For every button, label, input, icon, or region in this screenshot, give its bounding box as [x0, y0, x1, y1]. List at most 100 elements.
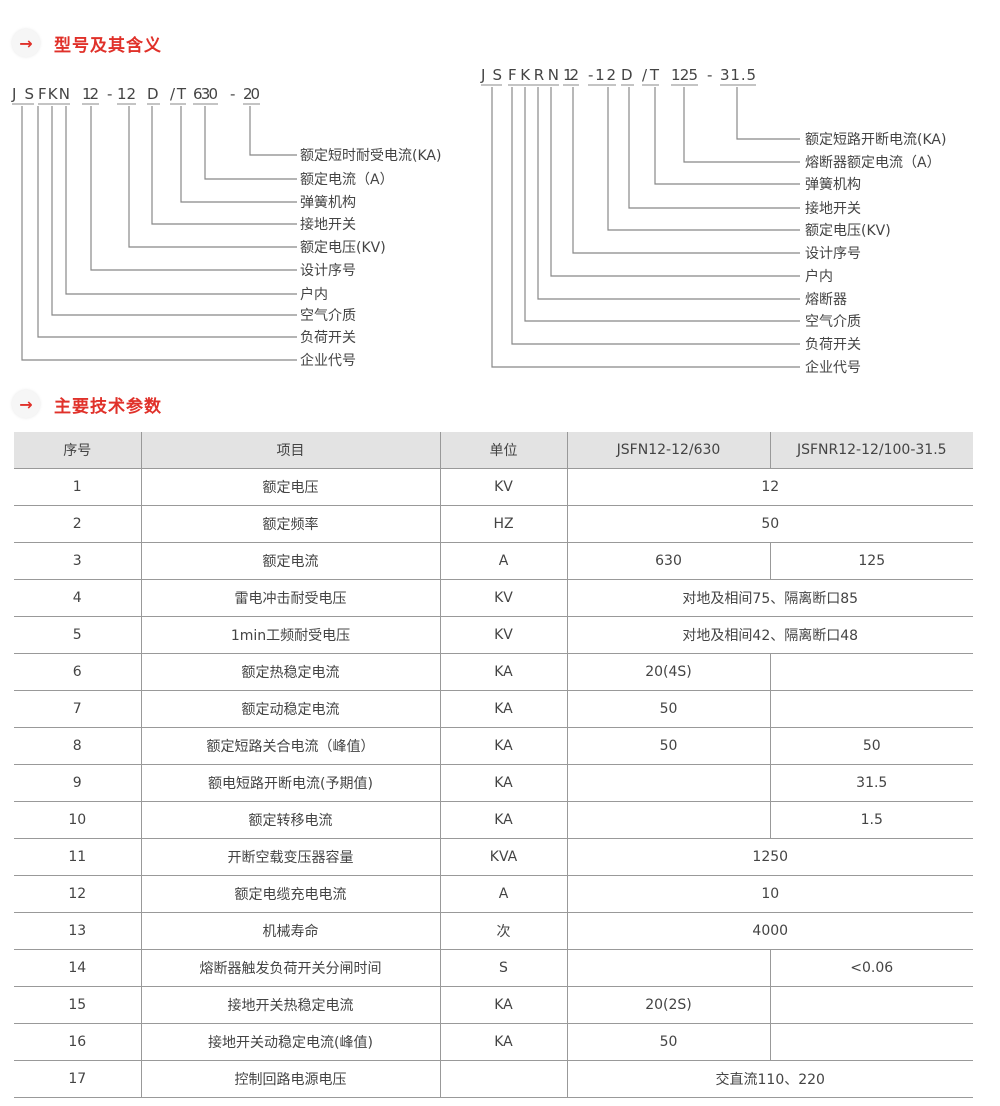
item-name: 额定短路关合电流（峰值） [140, 727, 441, 765]
table-header-row: 序号 项目 单位 JSFN12-12/630 JSFNR12-12/100-31.5 [14, 432, 973, 469]
value-jsfnr: 31.5 [769, 764, 973, 802]
table-row: 16 接地开关动稳定电流(峰值) KA 50 [14, 1023, 973, 1061]
value-shared: 10 [566, 875, 973, 913]
section-title: 主要技术参数 [54, 396, 162, 417]
section-title: 型号及其含义 [54, 35, 162, 56]
value-jsfn: 20(4S) [566, 653, 771, 691]
leader-line [249, 106, 297, 156]
table-row: 5 1min工频耐受电压 KV 对地及相间42、隔离断口48 [14, 616, 973, 654]
column-header: JSFN12-12/630 [566, 432, 771, 469]
value-shared: 1250 [566, 838, 973, 876]
unit: 次 [439, 912, 568, 950]
model-code-segment: 12 [117, 85, 136, 103]
unit: KA [439, 690, 568, 728]
unit: KA [439, 986, 568, 1024]
table-row: 10 额定转移电流 KA 1.5 [14, 801, 973, 839]
unit: KV [439, 579, 568, 617]
item-name: 额电短路开断电流(予期值) [140, 764, 441, 802]
model-code-segment: 12 [82, 85, 99, 103]
leader-line [607, 87, 800, 231]
table-row: 12 额定电缆充电电流 A 10 [14, 875, 973, 913]
unit: A [439, 542, 568, 580]
designation-label: 设计序号 [300, 263, 356, 279]
model-code-segment: JS [11, 85, 34, 103]
value-jsfnr: 125 [769, 542, 973, 580]
model-code-segment: FKRN [508, 66, 559, 84]
item-name: 额定转移电流 [140, 801, 441, 839]
item-name: 额定动稳定电流 [140, 690, 441, 728]
row-number: 17 [14, 1060, 142, 1098]
row-number: 14 [14, 949, 142, 987]
unit: KVA [439, 838, 568, 876]
leader-line [572, 87, 800, 254]
value-shared: 对地及相间75、隔离断口85 [566, 579, 973, 617]
row-number: 13 [14, 912, 142, 950]
value-jsfn: 50 [566, 690, 771, 728]
designation-label: 企业代号 [805, 359, 861, 376]
value-jsfnr: 1.5 [769, 801, 973, 839]
leader-line [51, 106, 297, 316]
designation-label: 负荷开关 [300, 330, 356, 346]
leader-line [511, 87, 800, 345]
unit: KA [439, 801, 568, 839]
value-shared: 12 [566, 468, 973, 506]
designation-label: 空气介质 [300, 308, 356, 324]
arrow-right-icon: → [12, 390, 40, 418]
unit [439, 1060, 568, 1098]
section-heading-specs: → 主要技术参数 [12, 389, 162, 419]
column-header: JSFNR12-12/100-31.5 [769, 432, 973, 469]
row-number: 10 [14, 801, 142, 839]
value-jsfn [566, 764, 771, 802]
table-row: 7 额定动稳定电流 KA 50 [14, 690, 973, 728]
leader-line [550, 87, 800, 277]
designation-label: 户内 [300, 286, 328, 303]
value-jsfnr [769, 1023, 973, 1061]
designation-label: 空气介质 [805, 314, 861, 330]
leader-line [654, 87, 800, 185]
leader-line [65, 106, 297, 295]
table-row: 11 开断空载变压器容量 KVA 1250 [14, 838, 973, 876]
model-code-segment: JS [480, 66, 502, 84]
unit: S [439, 949, 568, 987]
designation-label: 负荷开关 [805, 337, 861, 353]
row-number: 3 [14, 542, 142, 580]
designation-label: 熔断器额定电流（A） [805, 155, 941, 171]
leader-line [90, 106, 297, 271]
designation-label: 企业代号 [300, 352, 356, 369]
unit: KA [439, 1023, 568, 1061]
column-header: 单位 [439, 432, 568, 469]
table-row: 17 控制回路电源电压 交直流110、220 [14, 1060, 973, 1098]
leader-line [736, 87, 800, 140]
row-number: 9 [14, 764, 142, 802]
leader-line [180, 106, 297, 203]
model-code-segment: /T [642, 66, 660, 84]
item-name: 接地开关热稳定电流 [140, 986, 441, 1024]
unit: KV [439, 616, 568, 654]
leader-line [524, 87, 800, 322]
model-code-segment: /T [170, 85, 187, 103]
value-jsfn: 630 [566, 542, 771, 580]
item-name: 1min工频耐受电压 [140, 616, 441, 654]
designation-label: 设计序号 [805, 246, 861, 262]
model-designation-diagrams: JS FKN 12-12 D/T 630-20额定短时耐受电流(KA)额定电流（A）弹簧… [11, 66, 946, 376]
model-code-segment: 630 [193, 85, 218, 103]
model-code-segment: 31.5 [720, 66, 756, 84]
item-name: 额定电流 [140, 542, 441, 580]
item-name: 控制回路电源电压 [140, 1060, 441, 1098]
value-shared: 4000 [566, 912, 973, 950]
unit: KV [439, 468, 568, 506]
table-row: 9 额电短路开断电流(予期值) KA 31.5 [14, 764, 973, 802]
designation-label: 额定短时耐受电流(KA) [300, 148, 441, 164]
row-number: 12 [14, 875, 142, 913]
leader-line [491, 87, 800, 368]
item-name: 额定热稳定电流 [140, 653, 441, 691]
item-name: 开断空载变压器容量 [140, 838, 441, 876]
unit: A [439, 875, 568, 913]
table-row: 1 额定电压 KV 12 [14, 468, 973, 506]
item-name: 额定电压 [140, 468, 441, 506]
unit: KA [439, 764, 568, 802]
model-code-segment: D [147, 85, 159, 103]
row-number: 7 [14, 690, 142, 728]
value-jsfnr [769, 690, 973, 728]
